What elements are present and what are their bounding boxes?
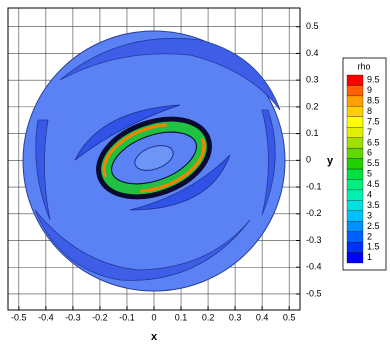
y-tick-label: -0.5 <box>306 288 322 298</box>
colorbar-swatch <box>346 158 364 170</box>
colorbar-swatch <box>346 85 364 97</box>
colorbar-swatch <box>346 179 364 191</box>
colorbar-swatch <box>346 168 364 180</box>
colorbar-swatch <box>346 116 364 128</box>
colorbar-label: 9 <box>367 85 372 95</box>
colorbar-label: 5 <box>367 169 372 179</box>
x-tick-label: 0.3 <box>229 312 242 322</box>
x-tick-label: -0.2 <box>92 312 108 322</box>
y-tick-label: -0.4 <box>306 262 322 272</box>
x-tick-label: 0.1 <box>175 312 188 322</box>
y-tick-label: -0.1 <box>306 181 322 191</box>
y-tick-label: 0.2 <box>306 101 319 111</box>
colorbar-swatch <box>346 137 364 149</box>
colorbar-label: 7.5 <box>367 116 380 126</box>
colorbar-label: 6.5 <box>367 137 380 147</box>
colorbar-swatch <box>346 221 364 232</box>
colorbar-label: 3.5 <box>367 200 380 210</box>
colorbar-swatch <box>346 252 364 264</box>
colorbar-label: 2.5 <box>367 221 380 231</box>
y-tick-label: -0.2 <box>306 208 322 218</box>
colorbar-swatch <box>346 106 364 117</box>
colorbar-swatch <box>346 95 364 107</box>
x-tick-label: -0.5 <box>11 312 27 322</box>
colorbar-swatch <box>346 147 364 159</box>
colorbar-label: 1 <box>367 252 372 262</box>
colorbar-label: 4.5 <box>367 179 380 189</box>
x-tick-label: 0.5 <box>283 312 296 322</box>
colorbar-label: 7 <box>367 127 372 137</box>
colorbar-label: 8 <box>367 106 372 116</box>
colorbar-label: 8.5 <box>367 95 380 105</box>
x-tick-label: 0 <box>151 312 156 322</box>
x-tick-label: -0.1 <box>119 312 135 322</box>
colorbar-swatch <box>346 241 364 253</box>
colorbar-label: 5.5 <box>367 158 380 168</box>
x-tick-label: -0.3 <box>65 312 81 322</box>
colorbar-title: rho <box>357 61 370 71</box>
x-tick-label: -0.4 <box>38 312 54 322</box>
colorbar-swatch <box>346 127 364 138</box>
colorbar-label: 6 <box>367 148 372 158</box>
y-tick-label: 0.4 <box>306 48 319 58</box>
x-axis-label: x <box>151 331 158 343</box>
y-axis-label: y <box>327 155 334 167</box>
colorbar-label: 1.5 <box>367 242 380 252</box>
x-tick-label: 0.4 <box>256 312 269 322</box>
colorbar-label: 3 <box>367 210 372 220</box>
y-tick-label: 0.5 <box>306 21 319 31</box>
colorbar-swatch <box>346 189 364 201</box>
colorbar-swatch <box>346 231 364 243</box>
colorbar-swatch <box>346 210 364 222</box>
y-tick-label: 0.3 <box>306 75 319 85</box>
x-tick-label: 0.2 <box>202 312 215 322</box>
density-field <box>22 30 286 292</box>
colorbar-swatch <box>346 200 364 211</box>
colorbar-label: 4 <box>367 189 372 199</box>
colorbar-label: 9.5 <box>367 75 380 85</box>
y-tick-label: -0.3 <box>306 235 322 245</box>
y-tick-label: 0 <box>306 155 311 165</box>
colorbar-swatch <box>346 74 364 86</box>
colorbar-label: 2 <box>367 231 372 241</box>
y-tick-label: 0.1 <box>306 128 319 138</box>
